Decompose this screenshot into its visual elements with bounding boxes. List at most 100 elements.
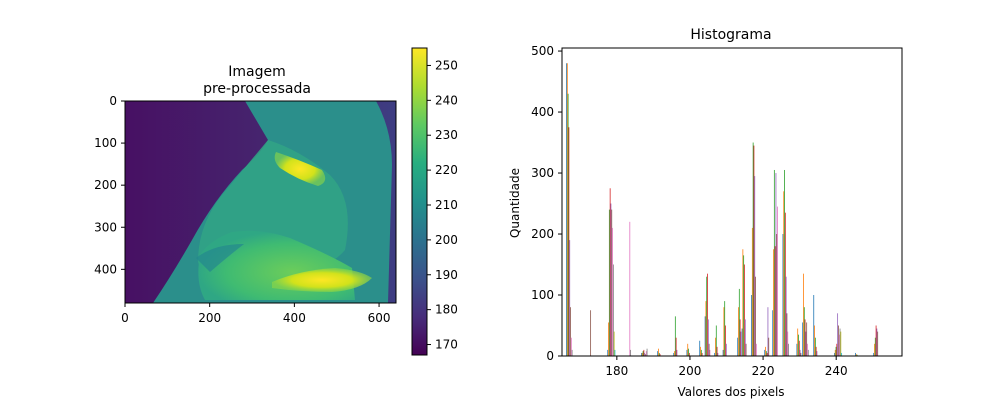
histogram-y-tick-label: 100	[531, 288, 554, 302]
histogram-bar	[675, 337, 677, 356]
colorbar-axis: 170 180 190 200 210 220 230 240 250	[427, 58, 458, 352]
histogram-bar	[751, 227, 753, 356]
histogram-bar	[571, 349, 573, 356]
histogram-bar	[815, 346, 817, 356]
histogram-bar	[737, 337, 739, 356]
colorbar-tick-label: 230	[435, 128, 458, 142]
histogram-y-tick-label: 400	[531, 105, 554, 119]
histogram-bar	[855, 352, 856, 356]
histogram-bar	[765, 351, 767, 356]
histogram-bar	[674, 351, 675, 356]
histogram-bar	[590, 310, 592, 356]
histogram-bar	[744, 264, 745, 356]
histogram-bar	[743, 255, 745, 356]
histogram-bar	[723, 307, 725, 356]
histogram-bar	[701, 352, 703, 356]
histogram-bar	[855, 354, 857, 356]
histogram-bar	[742, 249, 744, 356]
histogram-x-axis: 180 200 220 240	[605, 356, 848, 378]
histogram-bar	[767, 307, 769, 356]
image-frame	[124, 100, 397, 304]
image-heatmap	[125, 101, 396, 303]
histogram-title: Histograma	[690, 27, 771, 43]
histogram-bar	[874, 337, 876, 356]
colorbar-tick-label: 180	[435, 303, 458, 317]
histogram-bar	[673, 352, 675, 356]
colorbar-tick-label: 250	[435, 58, 458, 72]
histogram-bar	[709, 349, 711, 356]
histogram-bar	[722, 349, 724, 356]
histogram-bar	[674, 316, 676, 356]
histogram-bar	[566, 63, 568, 356]
histogram-bar	[643, 349, 645, 356]
histogram-bar	[755, 276, 756, 356]
histogram-bar	[768, 337, 770, 356]
histogram-bar	[744, 319, 746, 356]
histogram-bar	[751, 295, 752, 356]
image-x-axis: 0 200 400 600	[121, 303, 391, 325]
histogram-bar	[608, 209, 610, 356]
image-y-tick-label: 400	[94, 262, 117, 276]
histogram-bar	[765, 346, 766, 356]
histogram-bar	[814, 325, 815, 356]
image-dark-fold	[196, 244, 244, 272]
histogram-bar	[568, 127, 570, 356]
histogram-bar	[816, 351, 818, 356]
histogram-bar	[876, 328, 878, 356]
histogram-bars	[566, 63, 879, 357]
histogram-bar	[807, 349, 809, 356]
histogram-bar	[644, 352, 646, 356]
histogram-bar	[777, 206, 778, 356]
histogram-bar	[610, 203, 612, 356]
histogram-bar	[814, 337, 816, 356]
histogram-bar	[806, 322, 808, 356]
histogram-y-tick-label: 0	[546, 349, 554, 363]
histogram-bar	[776, 234, 778, 356]
histogram-bar	[708, 343, 710, 356]
histogram-bar	[700, 346, 701, 356]
histogram-bar	[641, 352, 643, 356]
histogram-bar	[630, 349, 632, 356]
histogram-bar	[645, 354, 646, 356]
histogram-bar	[676, 349, 678, 356]
histogram-bar	[706, 276, 708, 356]
histogram-bar	[838, 325, 839, 356]
histogram-bar	[834, 352, 835, 356]
colorbar-tick-label: 220	[435, 163, 458, 177]
image-y-axis: 0 100 200 300 400	[94, 94, 125, 276]
histogram-bar	[805, 331, 807, 356]
histogram-bar	[741, 328, 743, 356]
image-y-tick-label: 100	[94, 136, 117, 150]
histogram-bar	[658, 352, 660, 356]
histogram-bar	[798, 334, 799, 356]
histogram-bar	[688, 352, 690, 356]
histogram-panel: Histograma 180 200 220 240 0 100 200 300 400 500…	[508, 27, 903, 399]
histogram-bar	[687, 343, 689, 356]
histogram-bar	[838, 334, 840, 356]
histogram-x-tick-label: 220	[752, 364, 775, 378]
histogram-bar	[875, 325, 877, 356]
histogram-bar	[856, 354, 858, 356]
histogram-bar	[641, 352, 642, 356]
colorbar-tick-label: 170	[435, 338, 458, 352]
histogram-bar	[611, 209, 613, 356]
image-x-tick-label: 200	[198, 311, 221, 325]
histogram-bar	[798, 340, 800, 356]
histogram-bar	[686, 349, 688, 356]
image-title-line-1: Imagem	[228, 64, 285, 80]
histogram-bar	[786, 313, 788, 356]
histogram-bar	[608, 322, 609, 356]
histogram-bar	[745, 343, 747, 356]
histogram-bar	[785, 276, 787, 356]
histogram-bar	[609, 188, 611, 356]
histogram-bar	[836, 343, 838, 356]
histogram-bar	[788, 343, 789, 356]
histogram-bar	[755, 343, 757, 356]
histogram-bar	[802, 322, 804, 356]
histogram-bar	[704, 316, 706, 356]
histogram-bar	[803, 307, 805, 356]
image-x-tick-label: 400	[283, 311, 306, 325]
histogram-bar	[658, 348, 659, 356]
histogram-bar	[614, 349, 616, 356]
histogram-x-label: Valores dos pixels	[677, 385, 784, 399]
